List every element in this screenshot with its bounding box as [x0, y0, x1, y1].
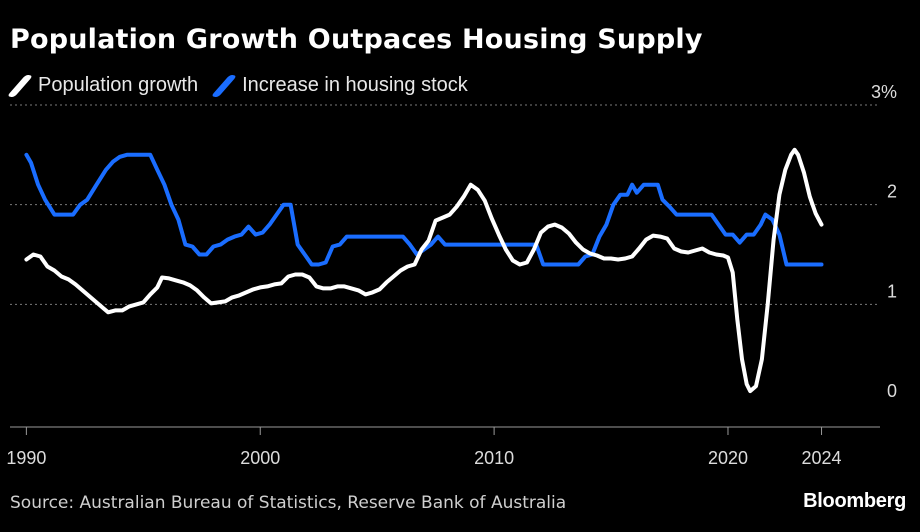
legend-label-housing-stock: Increase in housing stock [242, 74, 468, 96]
source-note: Source: Australian Bureau of Statistics,… [10, 493, 567, 513]
bloomberg-logo: Bloomberg [803, 490, 906, 512]
legend-label-population-growth: Population growth [38, 74, 199, 96]
x-tick-label-2010: 2010 [474, 448, 514, 468]
legend-item-housing-stock: Increase in housing stock [211, 73, 468, 98]
line-chart: 3% 2 1 0 1990 2000 2010 2020 2024 [6, 82, 897, 468]
y-tick-label-2: 2 [887, 182, 897, 202]
x-tick-label-2000: 2000 [240, 448, 280, 468]
chart-title: Population Growth Outpaces Housing Suppl… [10, 24, 703, 55]
y-tick-label-3: 3% [871, 82, 897, 102]
y-tick-label-0: 0 [887, 381, 897, 401]
series-line-population-growth [24, 147, 824, 394]
x-tick-label-2020: 2020 [708, 448, 748, 468]
x-tick-label-2024: 2024 [802, 448, 842, 468]
series-line-increase-in-housing-stock [24, 152, 824, 267]
x-tick-label-1990: 1990 [6, 448, 46, 468]
legend: Population growth Increase in housing st… [7, 73, 486, 98]
legend-item-population-growth: Population growth [7, 73, 199, 98]
y-tick-label-1: 1 [887, 281, 897, 301]
